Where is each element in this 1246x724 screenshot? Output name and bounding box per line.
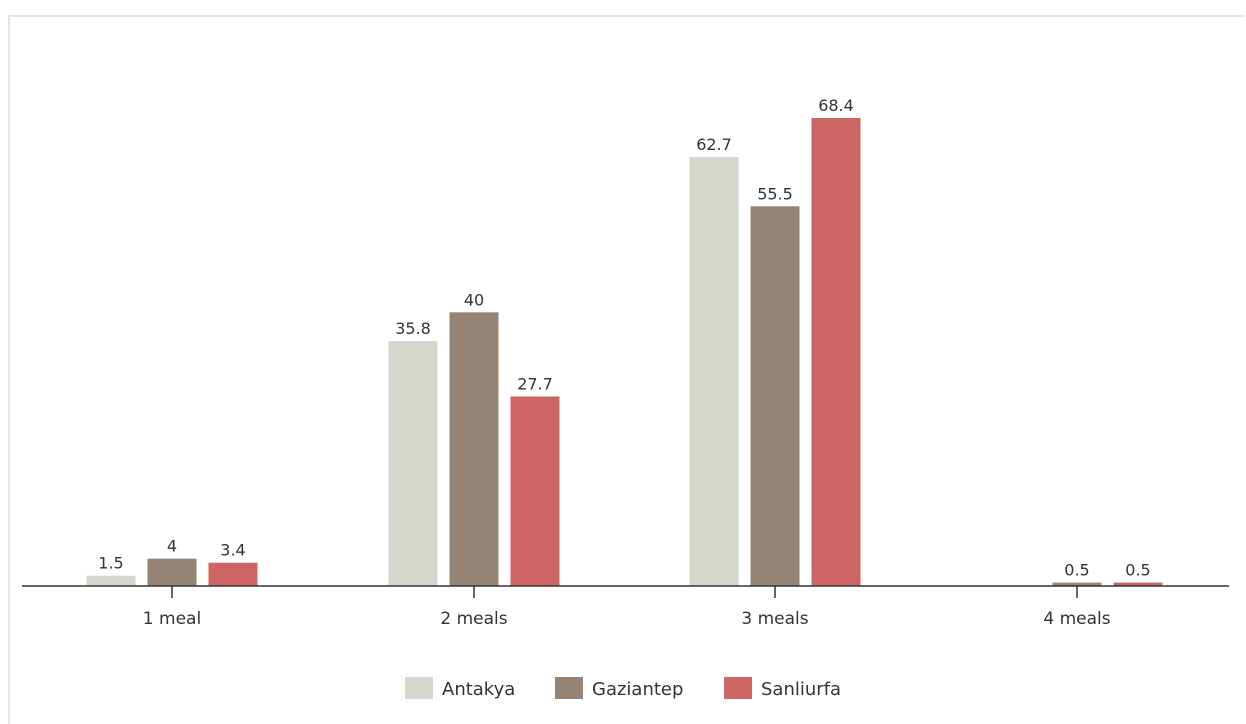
value-label: 40 — [464, 290, 484, 309]
bar-gaziantep-3-meals — [750, 206, 800, 586]
value-label: 0.5 — [1064, 561, 1089, 580]
bar-sanliurfa-3-meals — [811, 118, 861, 586]
value-label: 1.5 — [98, 554, 123, 573]
x-axis-category-label: 2 meals — [440, 609, 507, 629]
value-label: 0.5 — [1125, 561, 1150, 580]
value-label: 35.8 — [395, 319, 431, 338]
legend-swatch-antakya — [405, 677, 433, 699]
bar-gaziantep-2-meals — [449, 312, 499, 586]
chart-frame — [8, 15, 1244, 724]
x-axis-category-label: 3 meals — [741, 609, 808, 629]
bar-antakya-2-meals — [388, 341, 438, 586]
x-axis-category-label: 4 meals — [1043, 609, 1110, 629]
x-axis-category-labels: 1 meal 2 meals 3 meals 4 meals — [143, 609, 1111, 629]
bar-sanliurfa-4-meals — [1113, 582, 1163, 586]
legend-swatch-gaziantep — [555, 677, 583, 699]
legend-label-antakya: Antakya — [442, 679, 515, 700]
x-axis-category-label: 1 meal — [143, 609, 201, 629]
bar-sanliurfa-1-meal — [208, 562, 258, 586]
value-labels-layer: 1.5 4 3.4 35.8 40 27.7 62.7 55.5 68.4 0.5 0.5 — [98, 96, 1150, 580]
bars-layer — [86, 118, 1163, 586]
value-label: 62.7 — [696, 135, 732, 154]
value-label: 68.4 — [818, 96, 854, 115]
value-label: 4 — [167, 537, 177, 556]
legend-swatch-sanliurfa — [724, 677, 752, 699]
bar-antakya-1-meal — [86, 575, 136, 586]
legend: Antakya Gaziantep Sanliurfa — [405, 677, 841, 700]
value-label: 55.5 — [757, 184, 793, 203]
value-label: 3.4 — [220, 541, 245, 560]
legend-label-sanliurfa: Sanliurfa — [761, 679, 841, 700]
bar-sanliurfa-2-meals — [510, 396, 560, 586]
bar-antakya-3-meals — [689, 157, 739, 586]
bar-gaziantep-4-meals — [1052, 582, 1102, 586]
bar-gaziantep-1-meal — [147, 558, 197, 586]
legend-label-gaziantep: Gaziantep — [592, 679, 683, 700]
x-axis-ticks — [171, 586, 1078, 598]
value-label: 27.7 — [517, 374, 553, 393]
